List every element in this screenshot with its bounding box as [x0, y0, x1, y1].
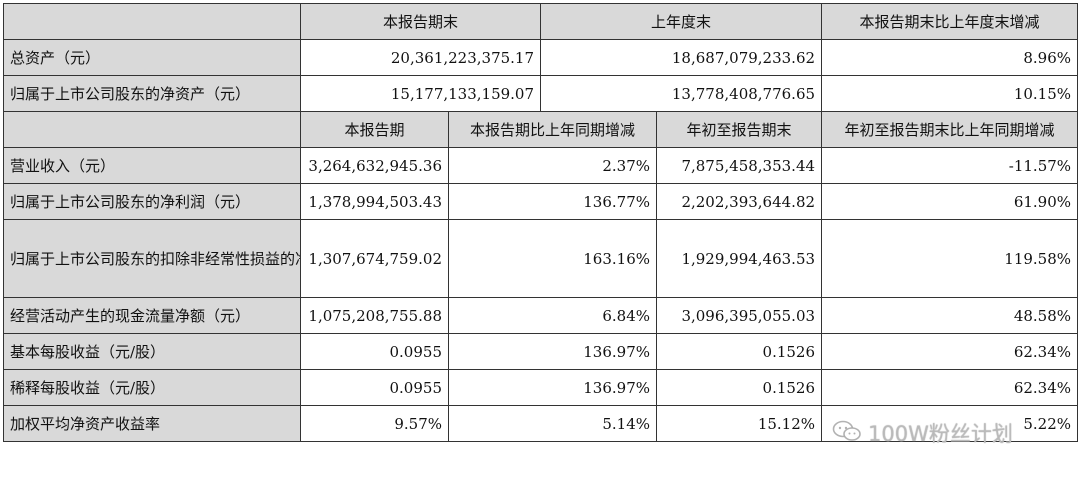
cell-ytd-change: 5.22% — [821, 405, 1079, 442]
header-prior-year-end: 上年度末 — [540, 3, 823, 40]
row-label: 归属于上市公司股东的净利润（元） — [3, 183, 301, 220]
financial-summary-table: 本报告期末 上年度末 本报告期末比上年度末增减 总资产（元） 20,361,22… — [3, 3, 1079, 442]
table-row: 总资产（元） 20,361,223,375.17 18,687,079,233.… — [3, 39, 1079, 76]
header-ytd: 年初至报告期末 — [656, 111, 823, 148]
cell-ytd: 1,929,994,463.53 — [656, 219, 823, 298]
row-label: 归属于上市公司股东的扣除非经常性损益的净利润（元） — [3, 219, 301, 298]
cell-change: 8.96% — [821, 39, 1079, 76]
header-current-period: 本报告期 — [300, 111, 449, 148]
cell-ytd: 2,202,393,644.82 — [656, 183, 823, 220]
section1-header-row: 本报告期末 上年度末 本报告期末比上年度末增减 — [3, 3, 1079, 40]
cell-period-change: 136.97% — [447, 369, 658, 406]
row-label: 总资产（元） — [3, 39, 301, 76]
table-row: 归属于上市公司股东的扣除非经常性损益的净利润（元） 1,307,674,759.… — [3, 219, 1079, 298]
cell-period: 1,075,208,755.88 — [300, 297, 449, 334]
header-current-period-end: 本报告期末 — [299, 3, 542, 40]
cell-current: 15,177,133,159.07 — [299, 75, 542, 112]
cell-period: 0.0955 — [300, 369, 449, 406]
header-corner — [3, 111, 301, 148]
cell-ytd: 7,875,458,353.44 — [656, 147, 823, 184]
cell-period-change: 136.77% — [447, 183, 658, 220]
cell-period-change: 163.16% — [447, 219, 658, 298]
row-label: 稀释每股收益（元/股） — [3, 369, 301, 406]
cell-change: 10.15% — [821, 75, 1079, 112]
cell-period-change: 2.37% — [447, 147, 658, 184]
table-row: 稀释每股收益（元/股） 0.0955 136.97% 0.1526 62.34% — [3, 369, 1079, 406]
cell-ytd-change: 62.34% — [821, 369, 1079, 406]
row-label: 加权平均净资产收益率 — [3, 405, 301, 442]
row-label: 基本每股收益（元/股） — [3, 333, 301, 370]
table-row: 加权平均净资产收益率 9.57% 5.14% 15.12% 5.22% — [3, 405, 1079, 442]
table-row: 营业收入（元） 3,264,632,945.36 2.37% 7,875,458… — [3, 147, 1079, 184]
cell-ytd: 0.1526 — [656, 333, 823, 370]
table-row: 经营活动产生的现金流量净额（元） 1,075,208,755.88 6.84% … — [3, 297, 1079, 334]
cell-ytd: 15.12% — [656, 405, 823, 442]
header-period-change: 本报告期比上年同期增减 — [447, 111, 658, 148]
cell-period: 9.57% — [300, 405, 449, 442]
cell-ytd: 3,096,395,055.03 — [656, 297, 823, 334]
cell-ytd: 0.1526 — [656, 369, 823, 406]
row-label: 归属于上市公司股东的净资产（元） — [3, 75, 301, 112]
row-label: 营业收入（元） — [3, 147, 301, 184]
cell-prior: 18,687,079,233.62 — [540, 39, 823, 76]
cell-period-change: 6.84% — [447, 297, 658, 334]
cell-period-change: 5.14% — [447, 405, 658, 442]
cell-ytd-change: 119.58% — [821, 219, 1079, 298]
table-row: 归属于上市公司股东的净资产（元） 15,177,133,159.07 13,77… — [3, 75, 1079, 112]
cell-period: 3,264,632,945.36 — [300, 147, 449, 184]
cell-period-change: 136.97% — [447, 333, 658, 370]
cell-ytd-change: 62.34% — [821, 333, 1079, 370]
section2-header-row: 本报告期 本报告期比上年同期增减 年初至报告期末 年初至报告期末比上年同期增减 — [3, 111, 1079, 148]
cell-period: 1,307,674,759.02 — [300, 219, 449, 298]
header-ytd-change: 年初至报告期末比上年同期增减 — [821, 111, 1079, 148]
cell-period: 1,378,994,503.43 — [300, 183, 449, 220]
cell-ytd-change: 48.58% — [821, 297, 1079, 334]
row-label: 经营活动产生的现金流量净额（元） — [3, 297, 301, 334]
cell-period: 0.0955 — [300, 333, 449, 370]
table-row: 归属于上市公司股东的净利润（元） 1,378,994,503.43 136.77… — [3, 183, 1079, 220]
header-corner — [3, 3, 301, 40]
header-change-vs-prior-year-end: 本报告期末比上年度末增减 — [821, 3, 1079, 40]
cell-ytd-change: -11.57% — [821, 147, 1079, 184]
table-row: 基本每股收益（元/股） 0.0955 136.97% 0.1526 62.34% — [3, 333, 1079, 370]
cell-ytd-change: 61.90% — [821, 183, 1079, 220]
cell-prior: 13,778,408,776.65 — [540, 75, 823, 112]
cell-current: 20,361,223,375.17 — [299, 39, 542, 76]
